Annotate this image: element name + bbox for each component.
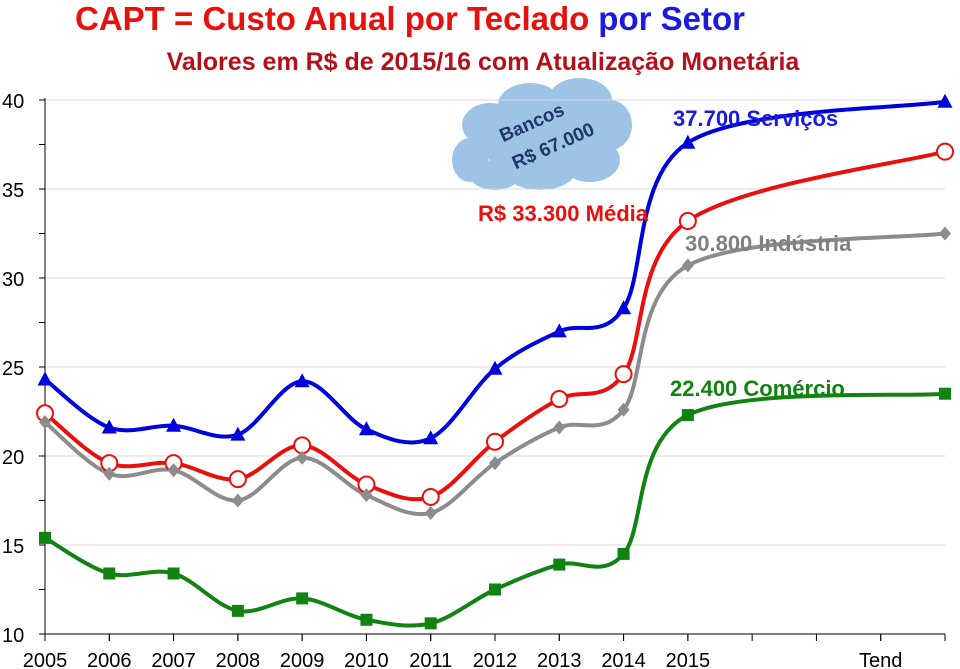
point [294, 373, 310, 388]
x-tick-label: 2010 [344, 650, 389, 669]
point [487, 360, 503, 375]
point [231, 604, 244, 617]
x-tick-label: 2014 [601, 650, 646, 669]
point [939, 226, 951, 241]
point [936, 142, 954, 161]
point [360, 488, 373, 503]
point [489, 456, 501, 471]
point [553, 420, 566, 435]
point [551, 323, 567, 338]
x-tick-label: 2011 [409, 650, 452, 669]
x-tick-label: 2012 [473, 650, 518, 669]
point [166, 417, 182, 432]
y-tick-label: 35 [2, 180, 24, 202]
point [614, 365, 633, 384]
y-tick-label: 20 [2, 447, 24, 469]
point [167, 567, 180, 580]
point [680, 134, 696, 149]
point [103, 466, 116, 481]
point [550, 390, 569, 409]
point [617, 402, 630, 417]
x-tick-label: 2005 [23, 650, 68, 669]
point [360, 613, 373, 626]
point [358, 421, 374, 436]
cloud [452, 78, 632, 190]
point [296, 592, 309, 605]
point [101, 419, 117, 434]
point [616, 300, 632, 315]
point [617, 547, 630, 560]
annotation: 30.800 Indústria [685, 231, 852, 256]
title-suffix: por Setor [598, 0, 745, 37]
point [421, 487, 440, 506]
point [39, 415, 51, 430]
point [937, 93, 953, 108]
x-tick-label: Tend [859, 650, 902, 669]
x-tick-label: 2007 [151, 650, 196, 669]
point [37, 371, 53, 386]
point [553, 558, 566, 571]
y-tick-label: 40 [2, 91, 24, 113]
point [423, 430, 439, 445]
point [489, 583, 501, 596]
x-tick-label: 2013 [537, 650, 582, 669]
y-tick-label: 10 [2, 625, 24, 647]
point [39, 531, 51, 544]
x-tick-label: 2008 [216, 650, 261, 669]
point [103, 567, 116, 580]
y-tick-label: 15 [2, 536, 24, 558]
x-tick-label: 2009 [280, 650, 325, 669]
x-tick-label: 2006 [87, 650, 132, 669]
point [486, 432, 504, 451]
point [231, 493, 244, 508]
chart-subtitle: Valores em R$ de 2015/16 com Atualização… [167, 48, 801, 76]
point [167, 463, 180, 478]
y-tick-label: 25 [2, 358, 24, 380]
point [424, 617, 437, 630]
point [681, 258, 694, 273]
chart-title: CAPT = Custo Anual por Teclado por Setor [75, 0, 745, 37]
annotation: 22.400 Comércio [670, 376, 845, 401]
plot: 10 15 20 25 30 35 40 2005 2006 2007 2008 2009 2010 20… [2, 91, 954, 669]
title-main: CAPT = Custo Anual por Teclado [75, 0, 589, 37]
x-tick-label: 2015 [666, 650, 711, 669]
annotation: R$ 33.300 Média [478, 201, 649, 226]
point [424, 505, 437, 520]
point [681, 409, 694, 422]
y-tick-label: 30 [2, 269, 24, 291]
point [228, 470, 247, 489]
annotation: 37.700 Serviços [673, 106, 838, 131]
point [678, 212, 697, 231]
point [230, 426, 246, 441]
point [939, 387, 951, 400]
point [296, 450, 309, 465]
